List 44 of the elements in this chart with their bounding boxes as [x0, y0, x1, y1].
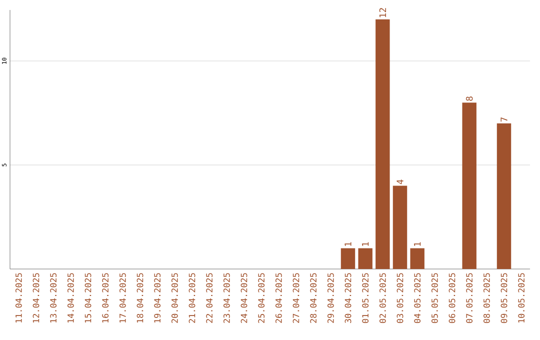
x-tick-label: 02.05.2025: [379, 273, 386, 323]
x-tick-label: 30.04.2025: [344, 273, 352, 323]
x-tick-label: 10.05.2025: [518, 273, 525, 322]
x-tick-label: 24.04.2025: [240, 273, 248, 323]
bar: [410, 248, 424, 269]
x-tick-label: 16.04.2025: [102, 273, 109, 322]
data-label: 1: [362, 242, 369, 246]
x-tick-label: 01.05.2025: [362, 273, 369, 323]
x-tick-label: 09.05.2025: [500, 273, 508, 323]
x-tick-label: 27.04.2025: [292, 273, 300, 323]
x-tick-label: 05.05.2025: [431, 273, 438, 323]
bar: [358, 248, 372, 269]
x-tick-label: 19.04.2025: [154, 273, 161, 322]
x-tick-label: 06.05.2025: [448, 273, 456, 323]
x-tick-label: 17.04.2025: [119, 273, 126, 322]
x-tick-label: 12.04.2025: [32, 273, 40, 322]
x-tick-label: 22.04.2025: [206, 273, 213, 323]
bar: [340, 248, 356, 269]
x-tick-label: 07.05.2025: [466, 273, 473, 323]
x-tick-label: 14.04.2025: [67, 273, 74, 322]
data-label: 7: [500, 117, 508, 122]
x-tick-label: 28.04.2025: [310, 273, 317, 323]
x-tick-label: 23.04.2025: [223, 273, 230, 323]
x-tick-label: 03.05.2025: [396, 273, 404, 323]
x-tick-label: 25.04.2025: [258, 273, 265, 323]
x-tick-label: 20.04.2025: [171, 273, 178, 323]
x-tick-label: 18.04.2025: [136, 273, 144, 322]
x-tick-label: 26.04.2025: [275, 273, 282, 323]
x-tick-label: 15.04.2025: [84, 273, 92, 322]
x-tick-label: 29.04.2025: [327, 273, 334, 323]
data-label: 12: [379, 8, 386, 18]
data-label: 1: [344, 242, 352, 246]
x-tick-label: 13.04.2025: [50, 273, 57, 322]
bar: [462, 102, 476, 269]
x-tick-label: 04.05.2025: [414, 273, 421, 323]
x-tick-label: 21.04.2025: [188, 273, 196, 323]
x-tick-label: 08.05.2025: [483, 273, 490, 323]
data-label: 1: [414, 242, 421, 246]
bar: [392, 186, 408, 269]
data-label: 4: [396, 180, 404, 184]
bar: [376, 19, 390, 269]
bar: [496, 123, 512, 269]
data-label: 8: [466, 96, 473, 101]
x-tick-label: 11.04.2025: [15, 273, 22, 322]
